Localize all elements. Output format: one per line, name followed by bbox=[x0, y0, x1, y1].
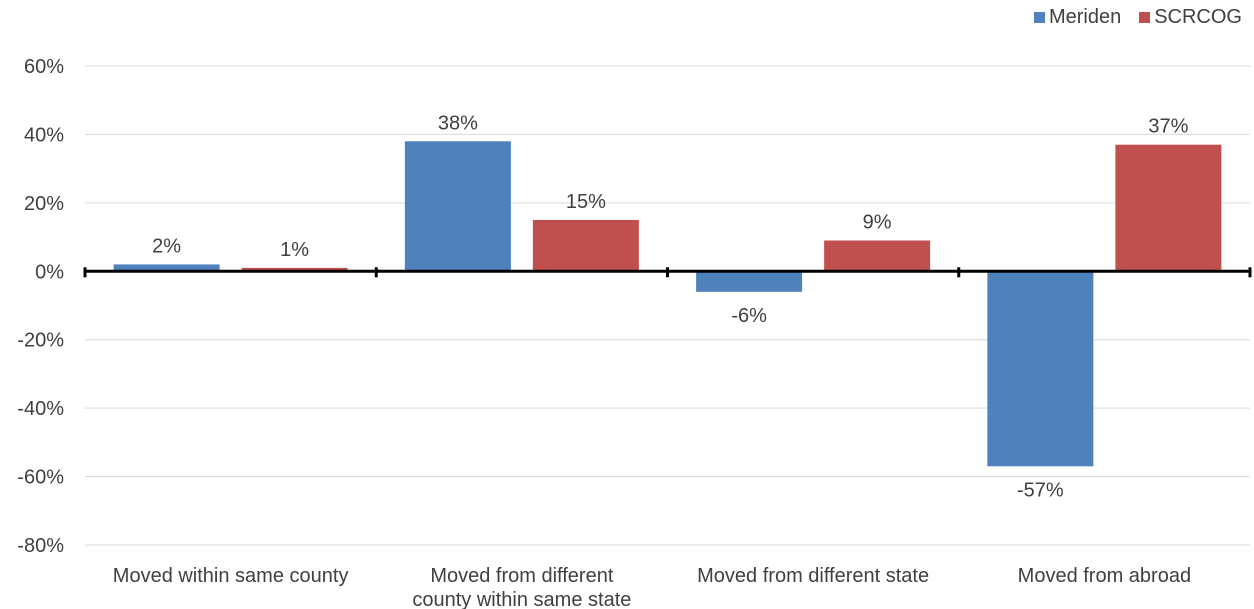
legend-item-scrcog: SCRCOG bbox=[1139, 6, 1242, 29]
bar-scrcog-1 bbox=[532, 219, 639, 272]
y-tick-label: -20% bbox=[17, 330, 64, 352]
y-tick-label: 0% bbox=[35, 261, 64, 283]
bar-meriden-1 bbox=[404, 141, 511, 272]
bar-meriden-3 bbox=[987, 271, 1094, 467]
x-category-label: Moved within same county bbox=[113, 565, 349, 587]
bar-meriden-0 bbox=[113, 264, 220, 272]
data-label: 9% bbox=[863, 211, 892, 233]
y-tick-label: 20% bbox=[24, 193, 64, 215]
y-tick-label: -40% bbox=[17, 398, 64, 420]
y-tick-label: 40% bbox=[24, 124, 64, 146]
bar-scrcog-0 bbox=[241, 267, 348, 272]
bar-scrcog-3 bbox=[1115, 144, 1222, 272]
y-tick-label: -80% bbox=[17, 535, 64, 557]
x-category-label: Moved from different bbox=[430, 565, 613, 587]
x-category-label: Moved from different state bbox=[697, 565, 929, 587]
legend-swatch-scrcog bbox=[1139, 12, 1151, 23]
x-category-label: county within same state bbox=[412, 589, 631, 609]
x-category-label: Moved from abroad bbox=[1018, 565, 1191, 587]
legend: Meriden SCRCOG bbox=[1016, 6, 1242, 29]
data-label: 15% bbox=[566, 191, 606, 213]
y-tick-label: -60% bbox=[17, 467, 64, 489]
bar-meriden-2 bbox=[696, 271, 803, 292]
data-label: 1% bbox=[280, 239, 309, 261]
legend-label-scrcog: SCRCOG bbox=[1154, 6, 1242, 28]
bar-scrcog-2 bbox=[824, 240, 931, 272]
data-label: 2% bbox=[152, 235, 181, 257]
data-label: 37% bbox=[1148, 116, 1188, 138]
data-label: -6% bbox=[731, 305, 767, 327]
data-label: -57% bbox=[1017, 479, 1064, 501]
legend-label-meriden: Meriden bbox=[1048, 6, 1122, 28]
y-tick-label: 60% bbox=[24, 56, 64, 78]
legend-swatch-meriden bbox=[1033, 12, 1045, 23]
data-label: 38% bbox=[438, 112, 478, 134]
legend-item-meriden: Meriden bbox=[1033, 6, 1122, 29]
